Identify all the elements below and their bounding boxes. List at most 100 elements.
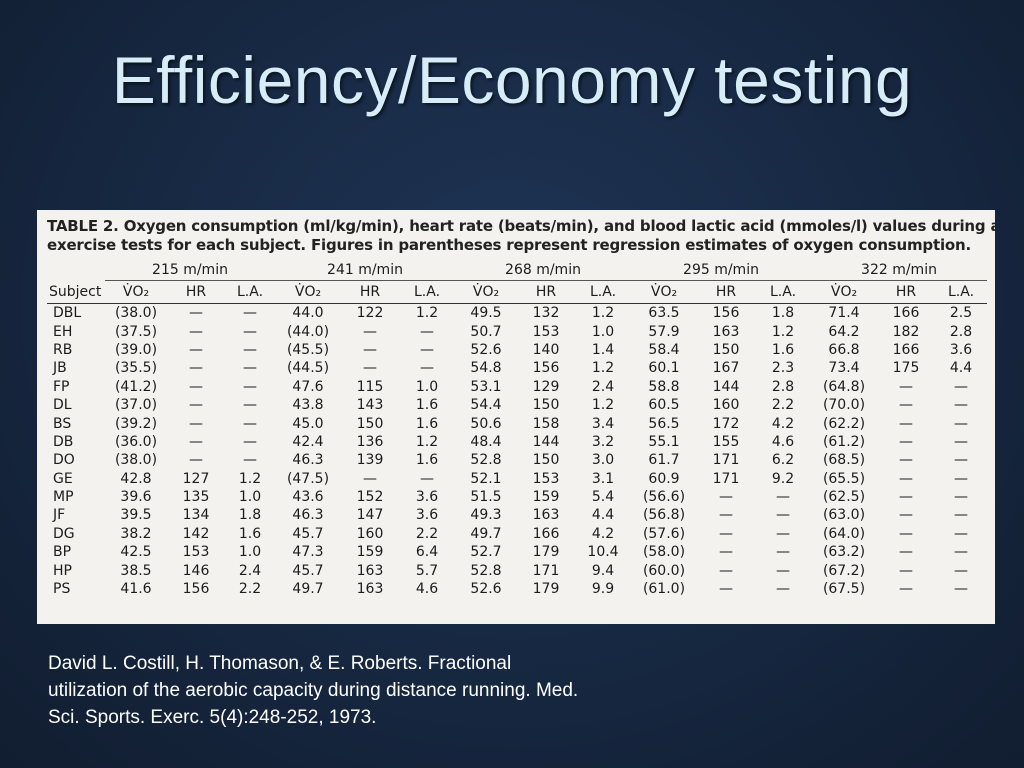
- table-cell: 179: [532, 544, 560, 561]
- table-cell: 43.6: [292, 489, 324, 506]
- table-cell: 2.4: [238, 562, 262, 579]
- table-cell: (64.0): [822, 525, 866, 542]
- table-cell: —: [776, 507, 790, 524]
- table-cell: 2.2: [238, 581, 262, 598]
- table-cell: 45.0: [292, 415, 324, 432]
- table-cell: 55.1: [648, 433, 680, 450]
- table-cell: 49.7: [292, 581, 324, 598]
- table-cell: —: [899, 415, 913, 432]
- table-cell: —: [189, 323, 203, 340]
- table-cell: —: [954, 433, 968, 450]
- vo2-header: V̇O₂: [631, 280, 697, 304]
- table-caption-line-2: exercise tests for each subject. Figures…: [47, 236, 971, 254]
- table-cell: 3.2: [591, 433, 615, 450]
- table-cell: 1.4: [591, 341, 615, 358]
- table-cell: (35.5): [114, 360, 158, 377]
- table-cell: (61.0): [642, 581, 686, 598]
- subject-id: JB: [53, 360, 67, 377]
- table-cell: 142: [182, 525, 210, 542]
- table-cell: 10.4: [587, 544, 619, 561]
- table-cell: 9.4: [591, 562, 615, 579]
- citation: David L. Costill, H. Thomason, & E. Robe…: [48, 650, 808, 731]
- table-cell: 171: [532, 562, 560, 579]
- table-cell: (58.0): [642, 544, 686, 561]
- table-cell: 52.8: [470, 562, 502, 579]
- table-cell: (61.2): [822, 433, 866, 450]
- table-cell: (39.0): [114, 341, 158, 358]
- table-cell: —: [363, 323, 377, 340]
- speed-header: 215 m/min: [105, 259, 275, 281]
- table-cell: 132: [532, 305, 560, 322]
- table-cell: 9.9: [591, 581, 615, 598]
- table-cell: —: [954, 507, 968, 524]
- table-cell: (37.5): [114, 323, 158, 340]
- table-cell: —: [420, 360, 434, 377]
- table-cell: —: [776, 544, 790, 561]
- table-cell: 156: [712, 305, 740, 322]
- table-cell: 60.5: [648, 397, 680, 414]
- table-cell: —: [189, 452, 203, 469]
- table-cell: 2.2: [771, 397, 795, 414]
- hr-header: HR: [517, 280, 575, 304]
- subject-id: BP: [53, 544, 72, 561]
- table-cell: 3.1: [591, 470, 615, 487]
- table-cell: 3.6: [415, 507, 439, 524]
- table-cell: 163: [532, 507, 560, 524]
- table-cell: 54.4: [470, 397, 502, 414]
- subject-id: RB: [53, 341, 73, 358]
- table-cell: 163: [712, 323, 740, 340]
- table-cell: —: [420, 470, 434, 487]
- table-cell: 42.8: [120, 470, 152, 487]
- la-header: L.A.: [935, 280, 987, 304]
- subject-id: EH: [53, 323, 73, 340]
- subject-id: FP: [53, 378, 70, 395]
- table-cell: 39.6: [120, 489, 152, 506]
- hr-header: HR: [341, 280, 399, 304]
- table-cell: 52.8: [470, 452, 502, 469]
- table-cell: 58.8: [648, 378, 680, 395]
- table-cell: 163: [356, 562, 384, 579]
- table-cell: —: [899, 397, 913, 414]
- table-cell: —: [954, 581, 968, 598]
- table-cell: 4.2: [771, 415, 795, 432]
- table-cell: (57.6): [642, 525, 686, 542]
- table-cell: 4.4: [949, 360, 973, 377]
- table-cell: 160: [356, 525, 384, 542]
- table-cell: 5.4: [591, 489, 615, 506]
- table-cell: 5.7: [415, 562, 439, 579]
- table-cell: 166: [892, 341, 920, 358]
- table-cell: 156: [532, 360, 560, 377]
- table-cell: (36.0): [114, 433, 158, 450]
- table-cell: 50.7: [470, 323, 502, 340]
- column-header-row: Subject V̇O₂ HR L.A. V̇O₂ HR L.A. V̇O₂ H…: [47, 280, 987, 304]
- table-cell: —: [243, 305, 257, 322]
- table-cell: 2.8: [949, 323, 973, 340]
- citation-line: Sci. Sports. Exerc. 5(4):248-252, 1973.: [48, 707, 377, 728]
- table-cell: —: [899, 433, 913, 450]
- table-cell: —: [899, 470, 913, 487]
- table-cell: —: [776, 581, 790, 598]
- table-cell: —: [189, 360, 203, 377]
- la-header: L.A.: [755, 280, 811, 304]
- table-cell: (65.5): [822, 470, 866, 487]
- table-cell: 4.6: [771, 433, 795, 450]
- subject-header: Subject: [47, 280, 105, 304]
- table-row: DG 38.2 142 1.6 45.7 160 2.2 49.7 166 4.2 (57.6) — —…: [47, 525, 987, 543]
- table-cell: 44.0: [292, 305, 324, 322]
- table-cell: —: [243, 378, 257, 395]
- table-cell: 135: [182, 489, 210, 506]
- table-cell: 42.5: [120, 544, 152, 561]
- table-cell: 47.3: [292, 544, 324, 561]
- table-cell: 139: [356, 452, 384, 469]
- speed-header: 268 m/min: [455, 259, 631, 281]
- table-cell: —: [719, 507, 733, 524]
- table-cell: —: [189, 341, 203, 358]
- table-cell: —: [719, 489, 733, 506]
- table-cell: 159: [356, 544, 384, 561]
- table-cell: —: [189, 378, 203, 395]
- table-cell: 146: [182, 562, 210, 579]
- table-cell: 152: [356, 489, 384, 506]
- table-cell: 6.4: [415, 544, 439, 561]
- subject-id: GE: [53, 470, 73, 487]
- table-cell: 163: [356, 581, 384, 598]
